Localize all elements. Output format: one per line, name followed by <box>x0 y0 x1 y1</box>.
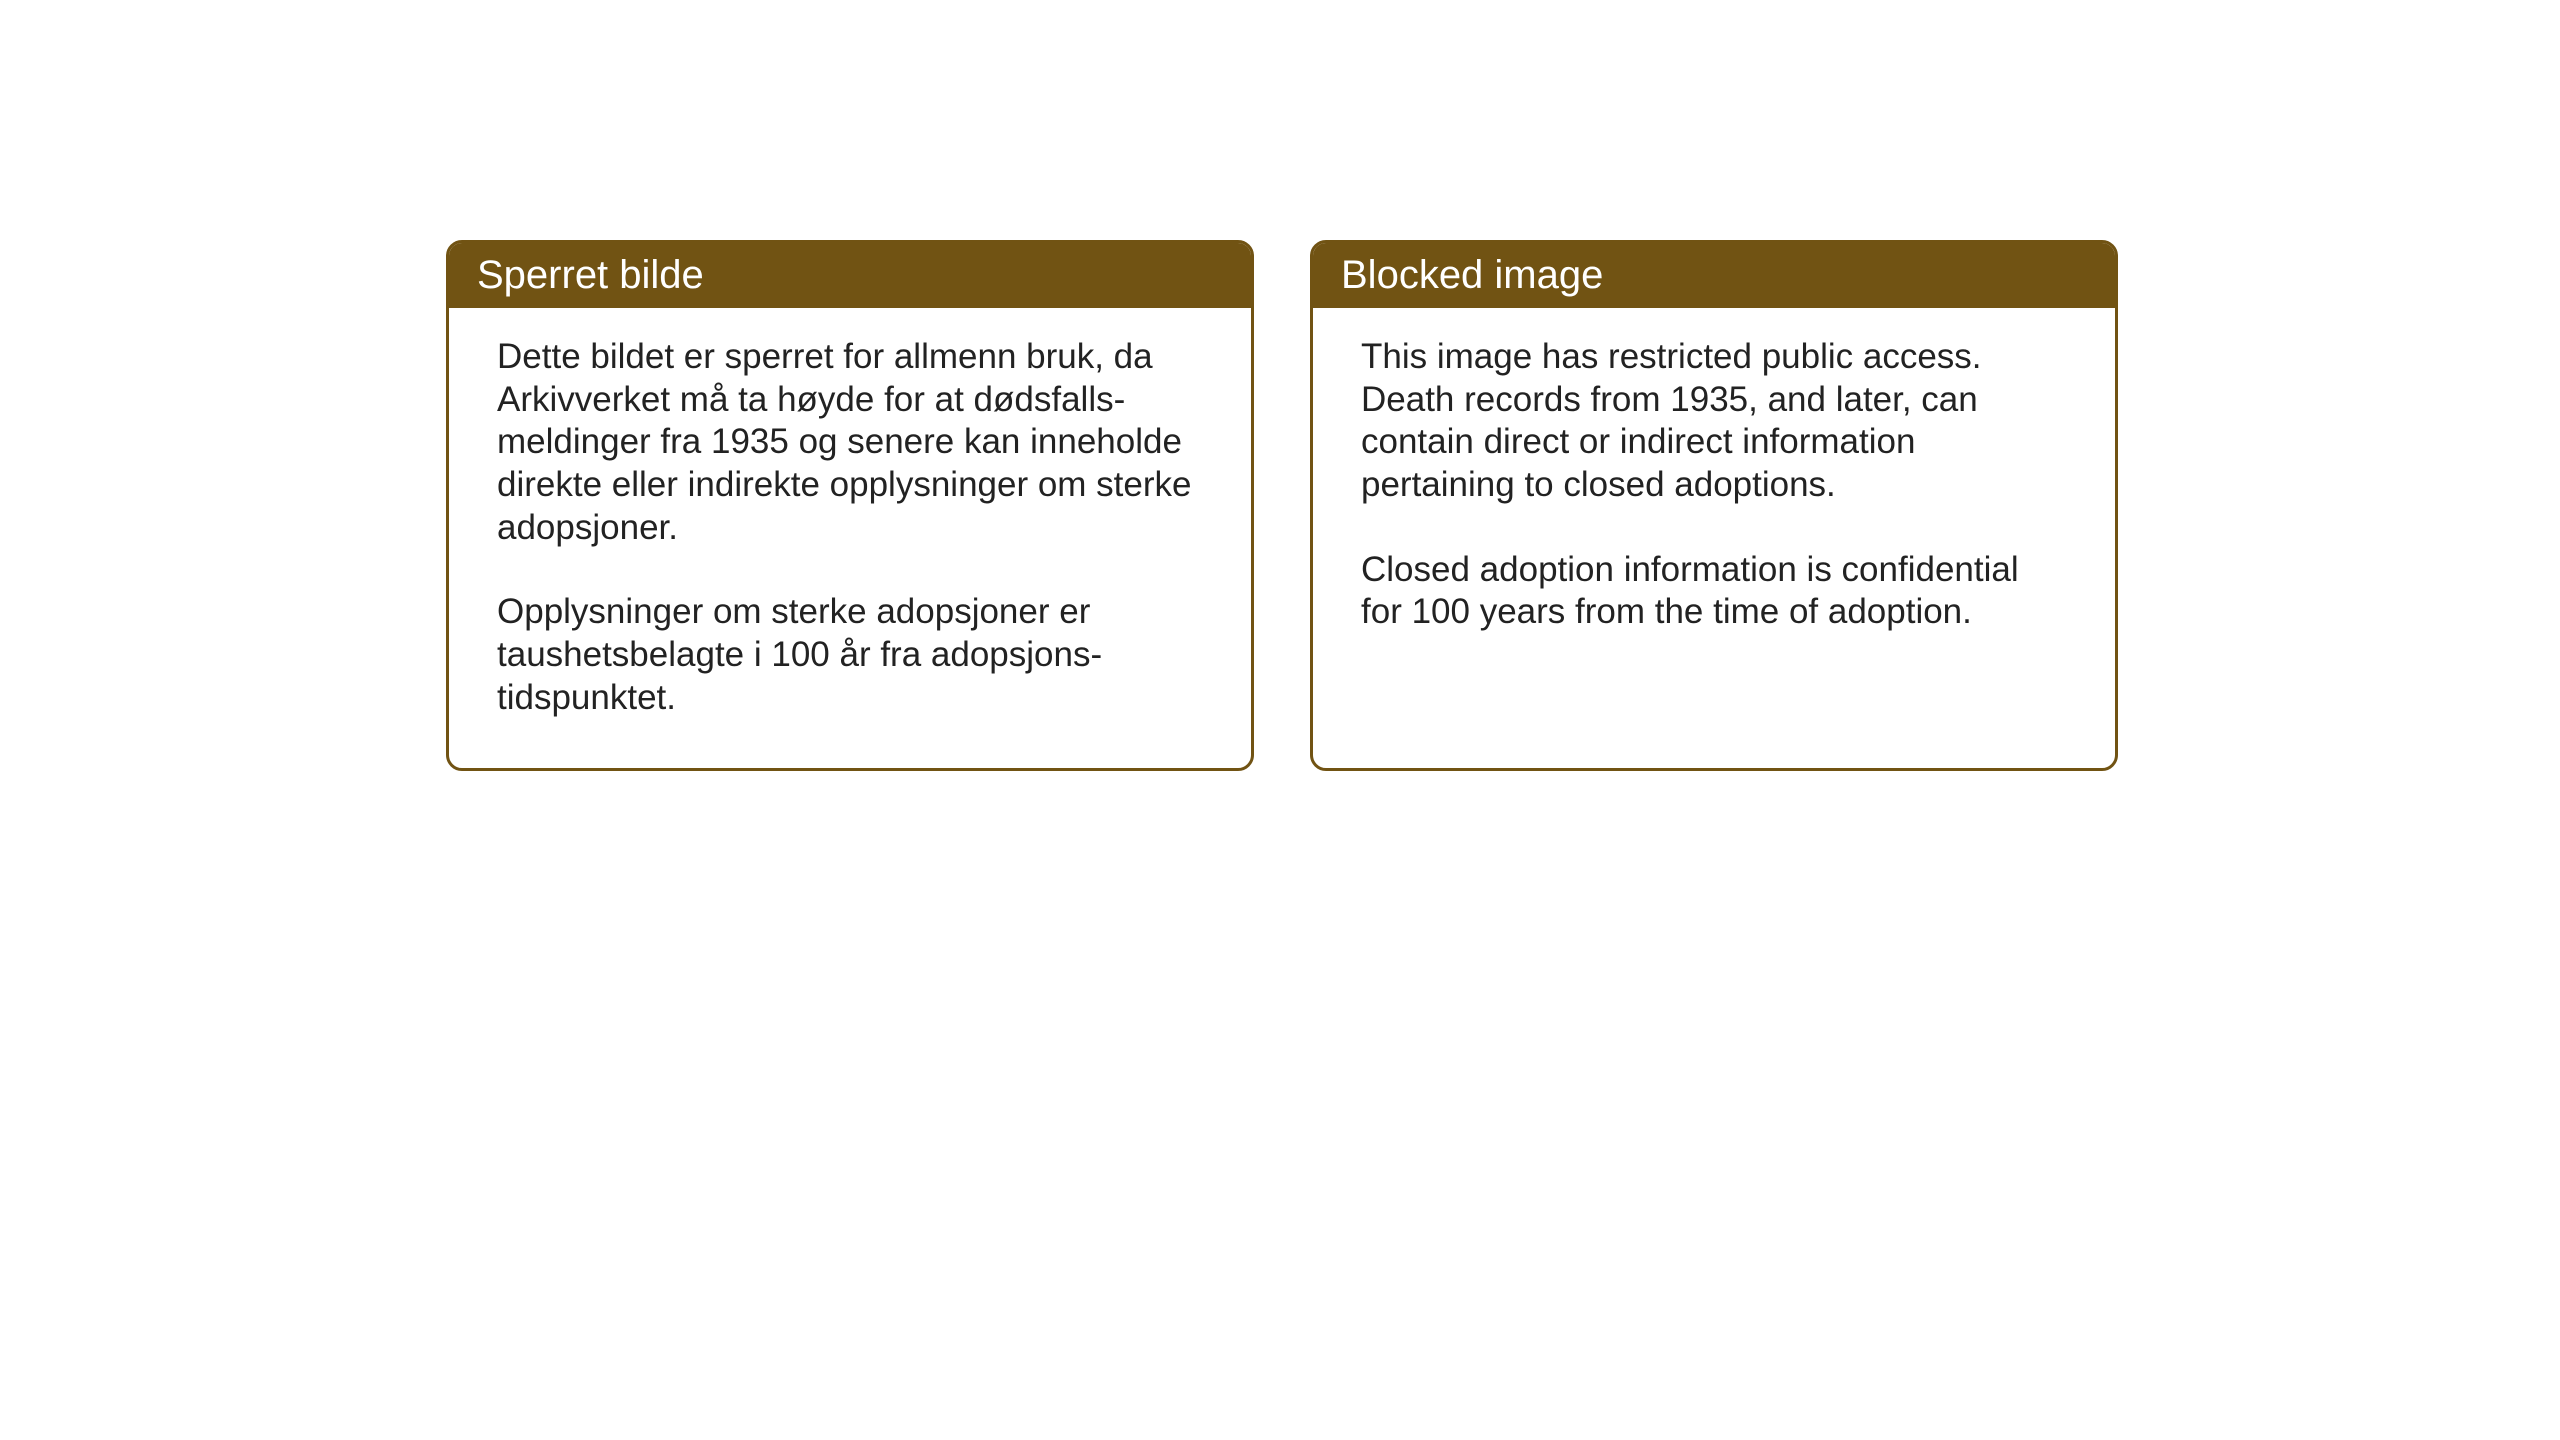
notice-paragraph-2-english: Closed adoption information is confident… <box>1361 549 2067 634</box>
notice-title-english: Blocked image <box>1341 253 1603 297</box>
notice-title-norwegian: Sperret bilde <box>477 253 704 297</box>
notice-card-english: Blocked image This image has restricted … <box>1310 240 2118 771</box>
notice-container: Sperret bilde Dette bildet er sperret fo… <box>446 240 2118 771</box>
notice-header-norwegian: Sperret bilde <box>449 243 1251 308</box>
notice-paragraph-2-norwegian: Opplysninger om sterke adopsjoner er tau… <box>497 591 1203 719</box>
notice-body-english: This image has restricted public access.… <box>1313 308 2115 748</box>
notice-header-english: Blocked image <box>1313 243 2115 308</box>
notice-paragraph-1-english: This image has restricted public access.… <box>1361 336 2067 507</box>
notice-paragraph-1-norwegian: Dette bildet er sperret for allmenn bruk… <box>497 336 1203 549</box>
notice-body-norwegian: Dette bildet er sperret for allmenn bruk… <box>449 308 1251 768</box>
notice-card-norwegian: Sperret bilde Dette bildet er sperret fo… <box>446 240 1254 771</box>
